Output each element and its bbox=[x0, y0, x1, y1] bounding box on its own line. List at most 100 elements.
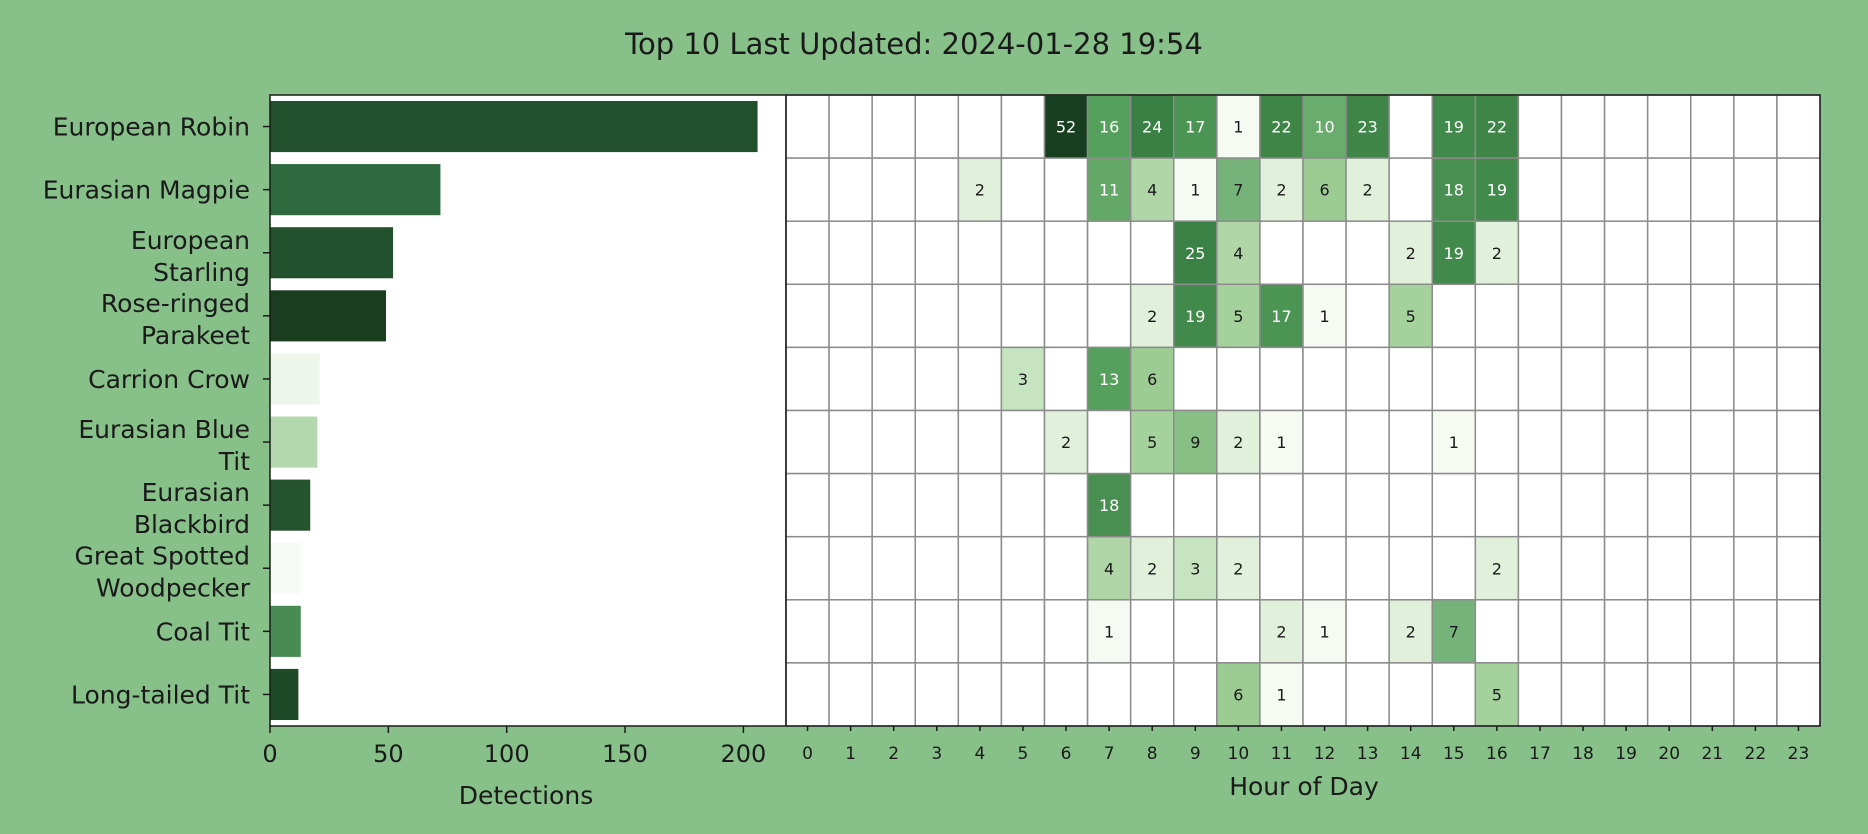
x-tick-label: 0 bbox=[262, 740, 277, 768]
heatmap-cell-label: 23 bbox=[1357, 118, 1377, 137]
heatmap-cell bbox=[1560, 409, 1606, 475]
heatmap-cell bbox=[1302, 283, 1347, 349]
heatmap-cell bbox=[1690, 220, 1735, 286]
heatmap-cell bbox=[1043, 346, 1089, 412]
heatmap-cell bbox=[871, 346, 917, 412]
heatmap-cell bbox=[1690, 283, 1735, 349]
heatmap-cell bbox=[1173, 472, 1218, 538]
heatmap-cell bbox=[1517, 283, 1563, 349]
heatmap-cell bbox=[1345, 157, 1390, 222]
heatmap-cell bbox=[1345, 346, 1390, 412]
species-label-line: Parakeet bbox=[141, 321, 250, 350]
heatmap-cell bbox=[1000, 283, 1046, 349]
heatmap-cell-label: 22 bbox=[1487, 118, 1507, 137]
heatmap-cell bbox=[1776, 535, 1821, 601]
heatmap-cell bbox=[828, 346, 873, 412]
species-label: Carrion Crow bbox=[88, 365, 250, 394]
heatmap-cell bbox=[1733, 157, 1778, 222]
hour-tick-label: 6 bbox=[1061, 744, 1072, 764]
heatmap-cell bbox=[1733, 662, 1778, 727]
heatmap-cell bbox=[1302, 346, 1347, 412]
heatmap-cell bbox=[1302, 157, 1347, 222]
heatmap-cell bbox=[1129, 472, 1175, 538]
heatmap-cell bbox=[871, 283, 917, 349]
heatmap-cell bbox=[957, 94, 1003, 159]
heatmap-cell bbox=[1388, 346, 1433, 412]
heatmap-cell bbox=[1000, 94, 1046, 159]
heatmap-cell bbox=[1517, 157, 1563, 222]
heatmap-cell bbox=[785, 283, 830, 349]
heatmap-cell-label: 3 bbox=[1190, 559, 1200, 578]
heatmap-cell-label: 2 bbox=[1276, 181, 1286, 200]
heatmap-cell bbox=[1733, 346, 1778, 412]
heatmap-frame bbox=[785, 94, 1821, 727]
heatmap-cell-label: 4 bbox=[1233, 244, 1243, 263]
heatmap-cell bbox=[1431, 599, 1477, 664]
heatmap-cell-label: 11 bbox=[1099, 181, 1119, 200]
species-label-line: Eurasian bbox=[142, 478, 250, 507]
bar bbox=[270, 479, 311, 531]
hour-tick-label: 21 bbox=[1701, 744, 1723, 764]
heatmap-cell-label: 13 bbox=[1099, 370, 1119, 389]
heatmap-cell-label: 18 bbox=[1444, 181, 1464, 200]
hour-tick-label: 16 bbox=[1486, 744, 1508, 764]
heatmap-cell-label: 6 bbox=[1233, 685, 1243, 704]
heatmap-cell bbox=[1474, 346, 1520, 412]
heatmap-cell bbox=[1603, 535, 1649, 601]
heatmap-cell bbox=[1431, 220, 1477, 286]
heatmap-cell bbox=[785, 220, 830, 286]
species-label-line: Eurasian Magpie bbox=[43, 176, 250, 205]
heatmap-cell bbox=[1000, 220, 1046, 286]
heatmap-cell bbox=[828, 409, 873, 475]
heatmap-cell bbox=[1431, 283, 1477, 349]
heatmap-cell bbox=[1000, 535, 1046, 601]
heatmap-cell bbox=[871, 662, 917, 727]
heatmap-cell bbox=[1129, 599, 1175, 664]
heatmap-cell bbox=[957, 409, 1003, 475]
heatmap-cell bbox=[1129, 662, 1175, 727]
heatmap-cell bbox=[828, 535, 873, 601]
heatmap-cell-label: 1 bbox=[1276, 685, 1286, 704]
heatmap-cell bbox=[1776, 94, 1821, 159]
heatmap-cell bbox=[1173, 409, 1218, 475]
hour-tick-label: 3 bbox=[931, 744, 942, 764]
heatmap-cell bbox=[1388, 535, 1433, 601]
heatmap-cell bbox=[1043, 220, 1089, 286]
heatmap-cell bbox=[1560, 472, 1606, 538]
species-label: Rose-ringed Parakeet bbox=[101, 289, 250, 350]
heatmap-cell-label: 7 bbox=[1233, 181, 1243, 200]
heatmap-cell bbox=[828, 157, 873, 222]
heatmap-cell bbox=[1388, 472, 1433, 538]
heatmap-cell bbox=[1690, 662, 1735, 727]
heatmap-cell bbox=[1259, 472, 1304, 538]
species-label-line: Tit bbox=[218, 447, 250, 476]
species-label: Eurasian Blackbird bbox=[134, 478, 250, 539]
bar bbox=[270, 542, 301, 594]
heatmap-cell-label: 1 bbox=[1233, 118, 1243, 137]
heatmap-cell-label: 2 bbox=[1233, 559, 1243, 578]
heatmap-cell bbox=[1000, 662, 1046, 727]
heatmap-cell bbox=[1474, 283, 1520, 349]
hour-tick-label: 0 bbox=[802, 744, 813, 764]
heatmap-cell bbox=[1474, 535, 1520, 601]
heatmap-cell bbox=[1560, 220, 1606, 286]
heatmap-cell bbox=[1259, 599, 1304, 664]
species-label-line: Starling bbox=[153, 258, 250, 287]
heatmap-cell bbox=[1388, 157, 1433, 222]
heatmap-cell bbox=[871, 157, 917, 222]
heatmap-cell-label: 2 bbox=[1147, 559, 1157, 578]
heatmap-cell bbox=[1388, 409, 1433, 475]
heatmap-cell bbox=[1345, 409, 1390, 475]
heatmap-cell-label: 5 bbox=[1492, 685, 1502, 704]
heatmap-cell-label: 1 bbox=[1276, 433, 1286, 452]
heatmap-cell bbox=[957, 346, 1003, 412]
heatmap-cell bbox=[957, 535, 1003, 601]
heatmap-cell bbox=[1345, 599, 1390, 664]
heatmap-cell-label: 2 bbox=[975, 181, 985, 200]
heatmap-cell bbox=[1603, 157, 1649, 222]
heatmap-cell bbox=[1776, 599, 1821, 664]
heatmap-cell bbox=[1431, 535, 1477, 601]
heatmap-cell bbox=[957, 472, 1003, 538]
bar bbox=[270, 290, 386, 342]
species-label: Great Spotted Woodpecker bbox=[75, 541, 251, 602]
